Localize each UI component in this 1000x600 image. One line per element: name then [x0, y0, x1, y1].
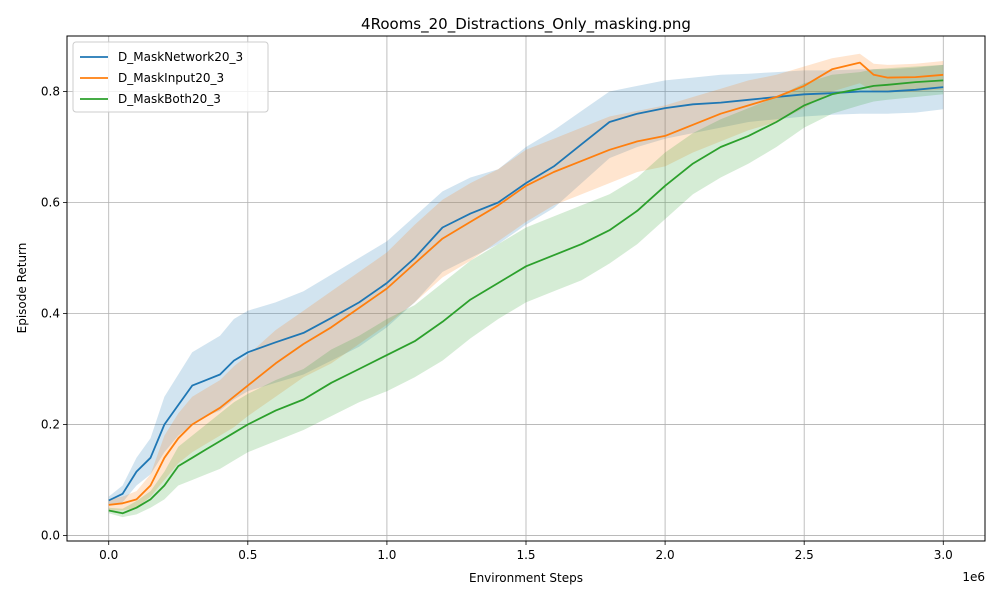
x-tick-label: 1.0: [377, 548, 396, 562]
y-tick-label: 0.6: [41, 195, 60, 209]
plot-area: 0.0 0.5 1.0 1.5 2.0 2.5 3.0 0.0 0.2 0.4 0.6 0.8: [41, 35, 986, 562]
y-axis-label: Episode Return: [15, 243, 29, 334]
x-tick-label: 0.5: [238, 548, 257, 562]
x-tick-label: 2.0: [656, 548, 675, 562]
series-line: [108, 86, 944, 502]
x-tick-label: 2.5: [795, 548, 814, 562]
confidence-band: [108, 64, 944, 518]
chart-title: 4Rooms_20_Distractions_Only_masking.png: [361, 15, 691, 34]
legend: D_MaskNetwork20_3 D_MaskInput20_3 D_MaskBo…: [72, 41, 269, 113]
confidence-band: [108, 64, 944, 505]
y-tick-label: 0.4: [41, 306, 60, 320]
x-tick-label: 3.0: [934, 548, 953, 562]
series-lines: [108, 61, 944, 515]
y-tick-label: 0.2: [41, 417, 60, 431]
confidence-bands: [108, 53, 944, 518]
y-tick-label: 0.0: [41, 528, 60, 542]
x-tick-label: 1.5: [516, 548, 535, 562]
y-tick-label: 0.8: [41, 84, 60, 98]
x-tick-label: 0.0: [99, 548, 118, 562]
series-line: [108, 61, 944, 506]
x-axis-label: Environment Steps: [469, 571, 583, 585]
series-line: [108, 79, 944, 515]
x-axis-offset-label: 1e6: [962, 570, 985, 584]
axis-ticks: 0.0 0.5 1.0 1.5 2.0 2.5 3.0 0.0 0.2 0.4 0.6 0.8: [41, 84, 953, 562]
legend-box: [72, 41, 269, 113]
grid-lines: [67, 36, 985, 541]
legend-entry: D_MaskInput20_3: [118, 71, 224, 85]
legend-entry: D_MaskBoth20_3: [118, 92, 221, 106]
legend-entry: D_MaskNetwork20_3: [118, 50, 243, 64]
